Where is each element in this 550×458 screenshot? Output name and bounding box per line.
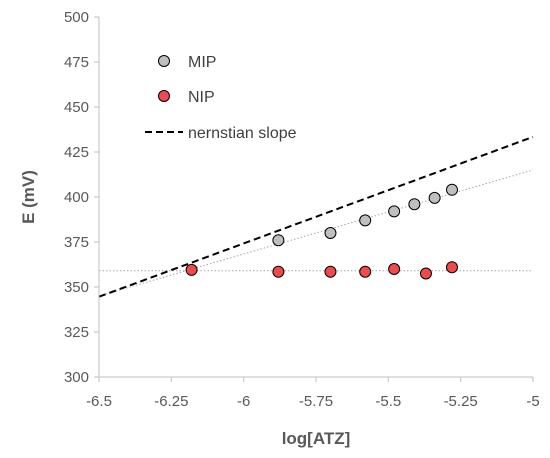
y-tick-label: 500 <box>64 9 89 26</box>
y-tick-label: 450 <box>64 99 89 116</box>
x-tick-label: -6.5 <box>86 393 112 410</box>
y-axis-title: E (mV) <box>19 170 38 224</box>
plot-area <box>98 135 534 298</box>
nip-point <box>272 265 285 278</box>
nip-point <box>324 265 337 278</box>
axes <box>94 16 534 382</box>
x-axis-title: log[ATZ] <box>282 429 351 448</box>
y-tick-label: 425 <box>64 144 89 161</box>
mip-point <box>272 234 285 247</box>
x-tick-label: -6.25 <box>154 393 188 410</box>
x-tick-label: -5.25 <box>444 393 478 410</box>
legend-nip-label: NIP <box>188 89 215 106</box>
mip-point <box>388 205 401 218</box>
x-tick-label: -5.75 <box>299 393 333 410</box>
x-tick-label: -6 <box>237 393 250 410</box>
y-tick-label: 400 <box>64 189 89 206</box>
x-tick-label: -5 <box>526 393 539 410</box>
tick-labels: 300 325 350 375 400 425 450 475 500 -6.5 -6.25 -6 -5… <box>64 9 540 410</box>
y-tick-label: 325 <box>64 324 89 341</box>
nip-point <box>445 261 458 274</box>
nip-point <box>185 263 198 276</box>
mip-point <box>445 183 458 196</box>
y-tick-label: 300 <box>64 369 89 386</box>
legend-nip-marker <box>158 90 170 102</box>
nernstian-slope-line <box>98 135 534 298</box>
nip-point <box>388 263 401 275</box>
y-tick-label: 375 <box>64 234 89 251</box>
mip-point <box>359 214 372 227</box>
legend-mip-marker <box>158 55 170 67</box>
legend: MIP NIP nernstian slope <box>145 54 297 142</box>
mip-trendline <box>98 169 534 297</box>
y-tick-label: 350 <box>64 279 89 296</box>
x-tick-label: -5.5 <box>375 393 401 410</box>
mip-point <box>408 198 421 211</box>
legend-nernstian-slope-label: nernstian slope <box>188 125 297 142</box>
mip-point <box>324 227 337 239</box>
nip-point <box>359 265 372 278</box>
mip-point <box>428 191 441 204</box>
nip-point <box>419 267 432 280</box>
legend-mip-label: MIP <box>188 54 216 71</box>
y-tick-label: 475 <box>64 54 89 71</box>
